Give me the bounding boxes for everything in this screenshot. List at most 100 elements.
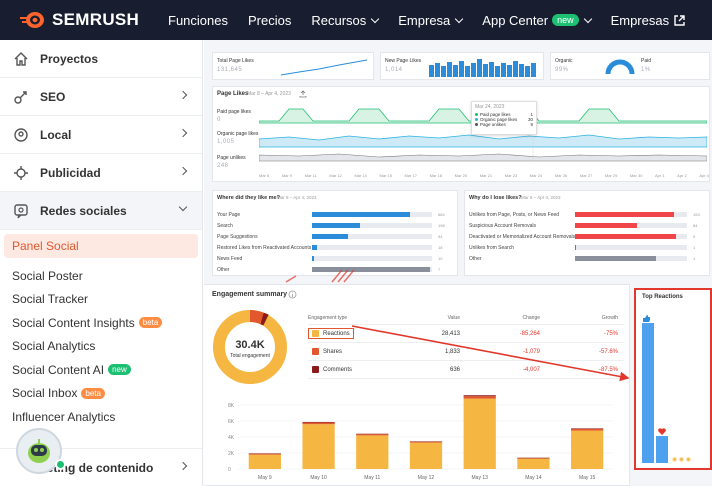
nav-app-center[interactable]: App Center new [482,13,592,28]
love-reaction-bar [656,436,668,463]
nav-funciones[interactable]: Funciones [168,13,228,28]
sidebar-sub-panel-social[interactable]: Panel Social [4,234,198,258]
bar-shares[interactable] [409,441,443,443]
sidebar-sub-influencer-analytics[interactable]: Influencer Analytics [0,405,202,429]
bar-row-label: Other [469,255,482,262]
nav-recursos[interactable]: Recursos [311,12,380,28]
sidebar-item-publicidad[interactable]: Publicidad [0,154,202,192]
bar-track [575,212,687,217]
bar-comments[interactable] [248,453,281,454]
info-icon[interactable] [288,290,297,299]
table-row[interactable]: Shares 1,833 -1,079 -57.6% [308,343,624,361]
nav-recursos-label: Recursos [311,12,367,28]
bar-fill [575,256,656,261]
bar-row-value: 10 [438,256,443,261]
bar-row-label: Unlikes from Search [469,244,515,251]
sidebar-sub-social-content-ai[interactable]: Social Content AI new [0,358,202,382]
bar-shares[interactable] [517,457,550,459]
bar-row-label: Other [217,266,230,273]
bar-reactions[interactable] [248,454,281,469]
semrush-logo[interactable]: SEMRUSH [20,10,168,30]
sidebar-item-seo[interactable]: SEO [0,78,202,116]
x-tick-label: May 12 [418,475,435,481]
assistant-bot-avatar[interactable] [16,428,66,474]
paid-value: 1% [641,67,651,73]
bar-shares[interactable] [463,396,496,399]
paid-label: Paid [641,58,652,64]
beta-badge: beta [138,317,163,329]
sidebar-sub-label: Social Tracker [12,292,89,307]
bar-row-value: 94 [438,234,443,239]
bar-comments[interactable] [463,395,496,397]
bar-comments[interactable] [356,433,389,435]
bar-reactions[interactable] [517,458,550,469]
checkbox-icon[interactable] [312,330,319,337]
top-reactions-title: Top Reactions [642,294,683,300]
checkbox-icon[interactable] [312,348,319,355]
engagement-type-cell: Reactions [308,328,418,339]
x-tick-label: Mar 15 [379,173,392,178]
table-row[interactable]: Comments 636 -4,007 -87.5% [308,361,624,379]
checkbox-icon[interactable] [312,366,319,373]
bar-shares[interactable] [248,453,281,455]
nav-empresas[interactable]: Empresas [611,13,686,28]
bar-shares[interactable] [571,429,604,431]
chevron-right-icon [178,128,188,138]
bar-reactions[interactable] [409,442,443,469]
paid-page-likes-label: Paid page likes [217,109,251,115]
bar-reactions[interactable] [463,398,496,469]
bar-row: Search 198 [217,220,445,231]
bar-comments[interactable] [571,428,604,429]
home-icon [12,50,30,68]
header-value: Value [447,314,460,321]
bar-track [575,245,687,250]
sidebar-sub-social-content-insights[interactable]: Social Content Insights beta [0,311,202,335]
bar-fill [575,212,674,217]
paid-page-likes-value: 0 [217,117,221,123]
bar-fill [575,245,577,250]
bar-row-label: Restored Likes from Reactivated Accounts [217,244,312,251]
x-tick-label: Mar 26 [554,173,568,178]
bar-comments[interactable] [409,441,443,442]
table-row[interactable]: Reactions 28,413 -85,264 -75% [308,325,624,343]
bar-track [575,256,687,261]
bar-reactions[interactable] [571,430,604,469]
bar-fill [312,256,315,261]
bar-row: Deactivated or Memorialized Account Remo… [469,231,700,242]
bar-fill [312,212,411,217]
beta-badge: beta [81,387,105,399]
sidebar-sub-social-analytics[interactable]: Social Analytics [0,335,202,359]
x-tick-label: Mar 21 [479,173,493,178]
bar-comments[interactable] [517,457,550,459]
x-tick-label: Mar 23 [504,173,518,178]
x-tick-label: May 15 [579,475,596,481]
sidebar-item-redes-sociales[interactable]: Redes sociales [0,192,202,230]
nav-precios[interactable]: Precios [248,13,291,28]
nav-empresa-label: Empresa [398,12,451,28]
x-tick-label: Mar 11 [304,173,317,178]
sidebar-item-marketing-contenido[interactable]: keting de contenido [0,448,202,486]
sidebar-sub-social-tracker[interactable]: Social Tracker [0,288,202,312]
x-tick-label: Mar 27 [579,173,593,178]
target-icon [12,164,30,182]
bar-shares[interactable] [356,434,389,436]
nav-empresa[interactable]: Empresa [398,12,464,28]
nav-empresas-label: Empresas [610,12,670,28]
sidebar-item-proyectos[interactable]: Proyectos [0,40,202,78]
bar-row-label: Unlikes from Page, Posts, or News Feed [469,211,560,218]
donut-total-value: 30.4K [235,339,265,351]
bar-shares[interactable] [302,422,335,425]
sidebar-item-local[interactable]: Local [0,116,202,154]
export-icon[interactable] [299,90,307,98]
bar-row: Page Suggestions 94 [217,231,445,242]
bar-comments[interactable] [302,421,335,423]
chevron-down-icon [178,202,188,212]
bar-reactions[interactable] [356,435,389,469]
sidebar-sub-social-inbox[interactable]: Social Inbox beta [0,382,202,406]
bar-row: Your Page 684 [217,209,445,220]
donut-total-label: Total engagement [230,353,270,359]
sidebar-sub-social-poster[interactable]: Social Poster [0,264,202,288]
bar-reactions[interactable] [302,424,335,469]
y-tick-label: 4K [228,435,235,441]
chart-tooltip: Mar 24, 2023 Paid page likes 1 Organic pa… [471,101,537,135]
